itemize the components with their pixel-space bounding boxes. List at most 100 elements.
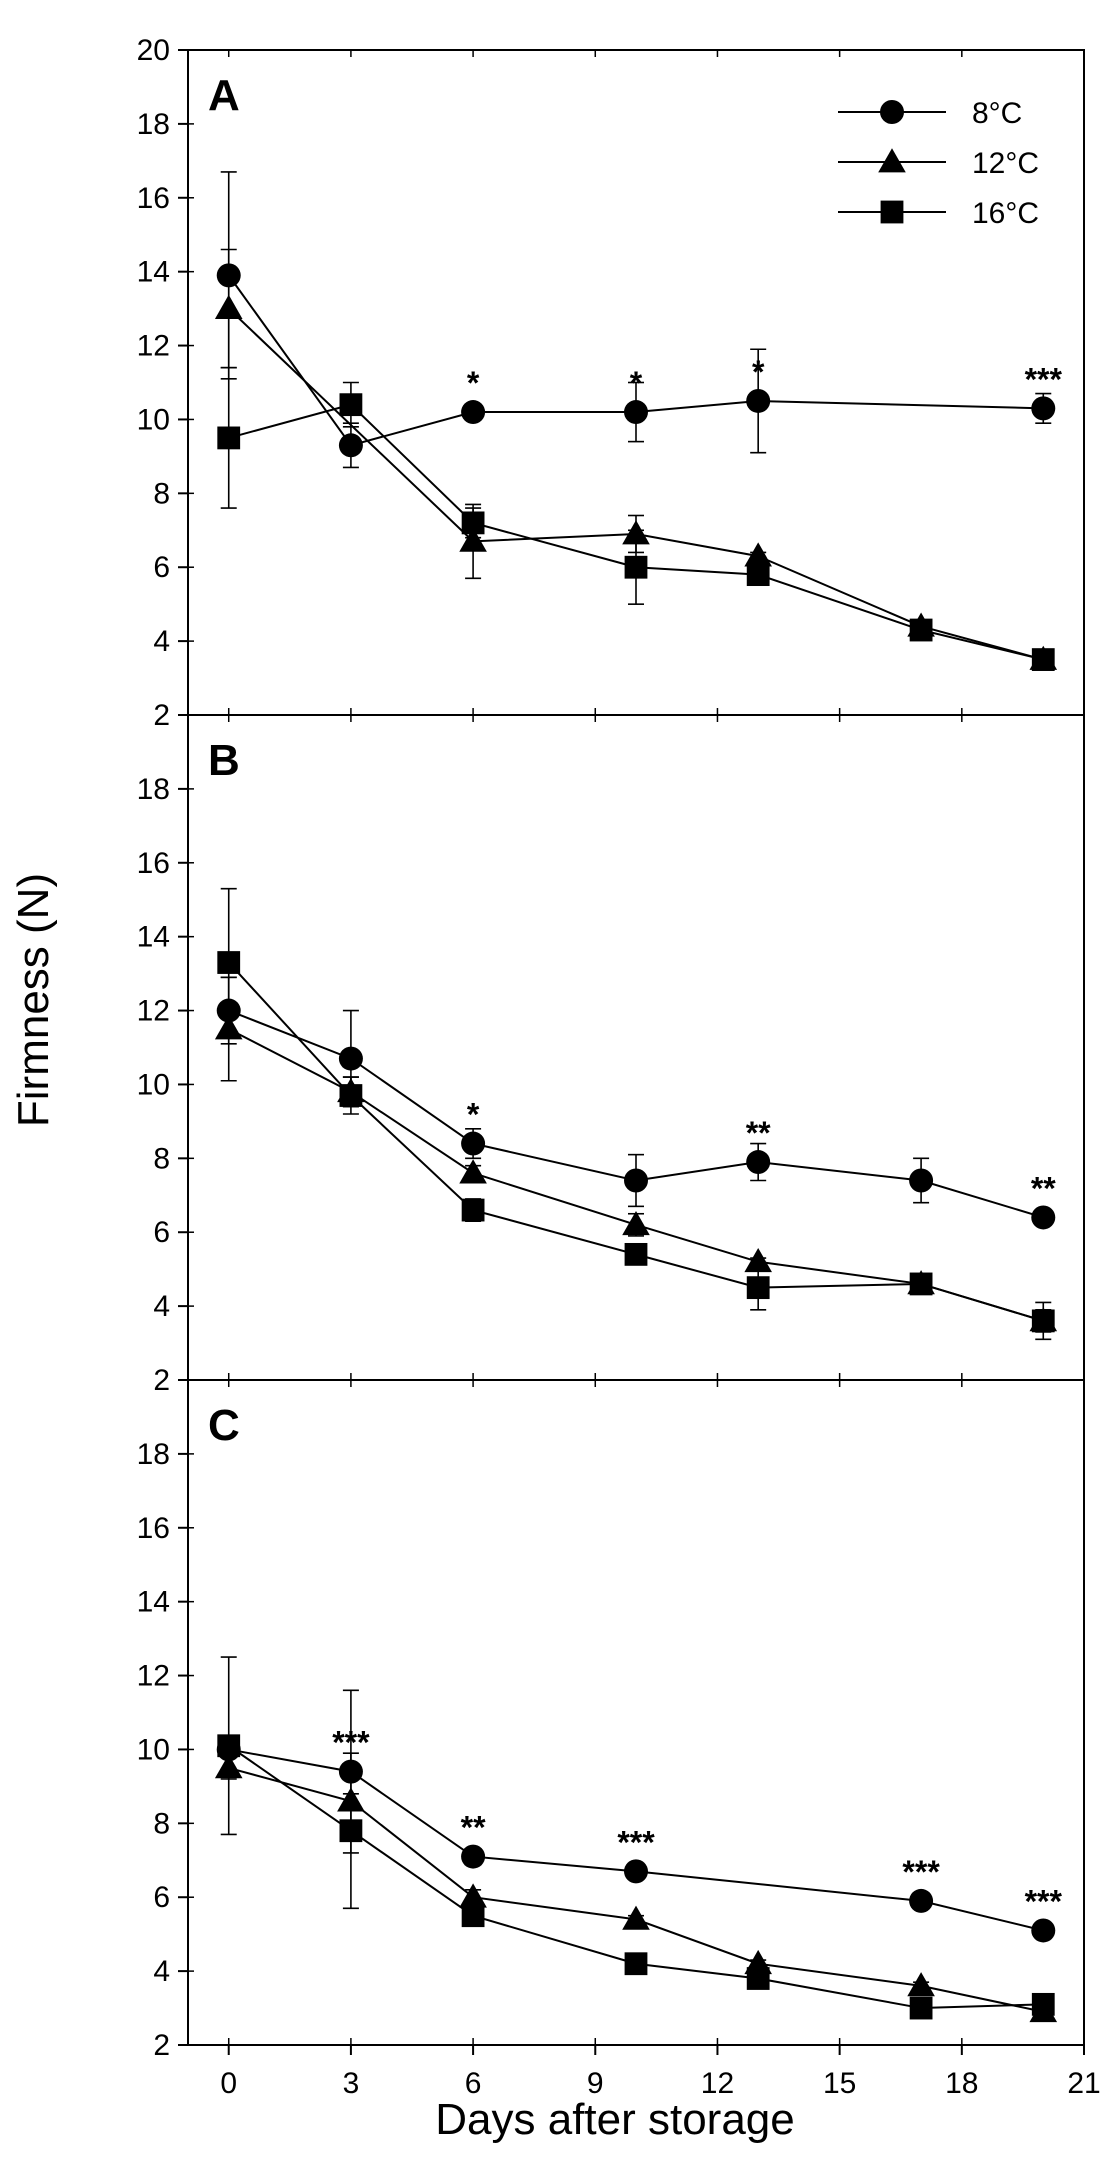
data-point <box>622 1211 650 1236</box>
y-tick-label: 18 <box>137 1438 170 1471</box>
significance-label: *** <box>332 1725 370 1761</box>
legend-marker <box>880 100 904 124</box>
data-point <box>459 1159 487 1184</box>
y-tick-label: 16 <box>137 1512 170 1545</box>
data-point <box>746 388 771 413</box>
y-tick-label: 4 <box>153 625 170 658</box>
significance-label: *** <box>902 1854 940 1890</box>
data-point <box>624 1859 648 1884</box>
legend-marker <box>880 200 904 224</box>
y-tick-label: 2 <box>153 2029 170 2062</box>
data-point <box>624 555 648 579</box>
series-line <box>228 1748 1044 1932</box>
data-point <box>1031 648 1055 671</box>
y-tick-label: 12 <box>137 1660 170 1693</box>
series-16c <box>217 1656 1055 2020</box>
y-tick-label: 6 <box>153 1881 170 1914</box>
data-point <box>624 400 648 425</box>
significance-label: ** <box>461 1810 486 1846</box>
data-point <box>461 511 485 535</box>
panel-frame <box>187 1379 1085 2046</box>
significance-label: * <box>467 1097 480 1133</box>
y-tick-label: 8 <box>153 477 170 510</box>
data-point <box>214 294 243 319</box>
data-point <box>217 1734 241 1758</box>
series-12c <box>214 248 1058 670</box>
y-tick-label: 10 <box>137 1733 170 1766</box>
y-tick-label: 14 <box>137 256 170 289</box>
data-point <box>338 433 363 458</box>
series-8c <box>216 976 1056 1230</box>
x-tick-label: 0 <box>220 2067 237 2100</box>
data-point <box>339 1819 363 1843</box>
y-tick-label: 10 <box>137 1068 170 1101</box>
y-tick-label: 4 <box>153 1955 170 1988</box>
significance-label: ** <box>746 1115 771 1151</box>
legend-marker <box>878 148 906 173</box>
panel-label: C <box>208 1401 240 1450</box>
legend-label: 16°C <box>972 197 1039 230</box>
data-point <box>909 1996 933 2020</box>
data-point <box>624 1242 648 1266</box>
data-point <box>339 393 363 417</box>
y-axis-title: Firmness (N) <box>9 873 58 1127</box>
data-point <box>744 542 772 567</box>
data-point <box>909 1272 933 1296</box>
significance-label: * <box>467 365 480 401</box>
x-axis-title: Days after storage <box>435 2095 795 2144</box>
y-tick-label: 14 <box>137 921 170 954</box>
y-tick-label: 6 <box>153 551 170 584</box>
data-point <box>909 1168 934 1193</box>
data-point <box>909 618 933 642</box>
x-tick-label: 3 <box>343 2067 360 2100</box>
data-point <box>746 1276 770 1300</box>
y-tick-label: 8 <box>153 1807 170 1840</box>
y-tick-label: 12 <box>137 330 170 363</box>
significance-label: * <box>752 354 765 390</box>
y-tick-label: 4 <box>153 1290 170 1323</box>
y-tick-label: 16 <box>137 182 170 215</box>
data-point <box>339 1084 363 1107</box>
data-point <box>622 1905 650 1930</box>
y-tick-label: 20 <box>137 34 170 67</box>
y-tick-label: 2 <box>153 699 170 732</box>
data-point <box>217 426 241 450</box>
data-point <box>461 400 486 425</box>
legend-entry-12c: 12°C <box>838 147 1039 180</box>
legend: 8°C 12°C 16°C <box>838 97 1039 230</box>
data-point <box>461 1131 486 1156</box>
significance-label: *** <box>1025 1883 1063 1919</box>
significance-label: * <box>630 365 643 401</box>
data-point <box>461 1904 485 1928</box>
y-tick-label: 8 <box>153 1142 170 1175</box>
data-point <box>624 1168 648 1193</box>
data-point <box>909 1888 934 1913</box>
y-tick-label: 10 <box>137 403 170 436</box>
legend-entry-16c: 16°C <box>838 197 1039 230</box>
panel-label: A <box>208 71 240 120</box>
x-tick-label: 12 <box>701 2067 734 2100</box>
data-point <box>746 1150 771 1175</box>
x-tick-label: 18 <box>945 2067 978 2100</box>
y-tick-label: 2 <box>153 1364 170 1397</box>
data-point <box>1031 1992 1055 2016</box>
panel-label: B <box>208 736 240 785</box>
data-point <box>1031 1309 1055 1333</box>
data-point <box>338 1046 363 1071</box>
data-point <box>1031 1918 1056 1943</box>
data-point <box>624 1952 648 1976</box>
significance-label: ** <box>1031 1170 1056 1206</box>
data-point <box>1031 396 1056 421</box>
y-tick-label: 16 <box>137 847 170 880</box>
y-tick-label: 18 <box>137 773 170 806</box>
data-point <box>461 1844 486 1869</box>
x-tick-label: 21 <box>1067 2067 1100 2100</box>
x-tick-label: 9 <box>587 2067 604 2100</box>
legend-entry-8c: 8°C <box>838 97 1022 130</box>
legend-label: 8°C <box>972 97 1022 130</box>
data-point <box>907 1972 935 1997</box>
